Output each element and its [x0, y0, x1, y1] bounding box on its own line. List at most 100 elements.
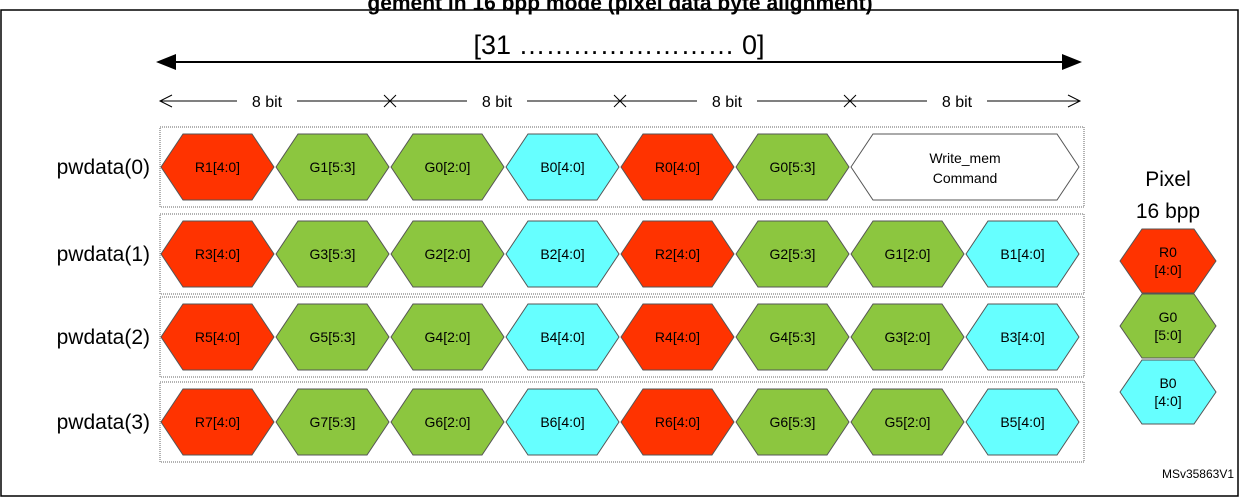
row-frame	[159, 126, 1085, 208]
bit-ruler-divider	[613, 94, 627, 108]
pixel-field-hexagon	[735, 388, 850, 456]
pixel-field-hexagon	[505, 220, 620, 288]
row-label: pwdata(0)	[57, 156, 150, 179]
pixel-field-label: B3[4:0]	[1000, 329, 1044, 345]
bit-ruler-divider	[383, 94, 397, 108]
bit-label-bg	[467, 89, 527, 113]
pixel-field-label: G4[5:3]	[770, 329, 816, 345]
pixel-field-label: G5[2:0]	[885, 414, 931, 430]
pixel-field-label: R1[4:0]	[195, 159, 240, 175]
pixel-field-label: G2[5:3]	[770, 246, 816, 262]
pixel-field-hexagon	[965, 388, 1080, 456]
pixel-field-hexagon	[620, 133, 735, 201]
pixel-field-hexagon	[390, 220, 505, 288]
pixel-legend: Pixel 16 bpp R0 [4:0] G0 [5:0] B0 [4:0]	[1119, 168, 1217, 425]
pixel-field-hexagon	[735, 303, 850, 371]
legend-hexagon-label: [4:0]	[1154, 393, 1181, 409]
row-frame	[159, 213, 1085, 295]
pixel-field-label: R7[4:0]	[195, 414, 240, 430]
pixel-field-label: R2[4:0]	[655, 246, 700, 262]
register-row: pwdata(0) R1[4:0] G1[5:3] G0[2:0] B0[4:0] R0[…	[57, 126, 1085, 208]
legend-hexagon-label: B0	[1159, 375, 1176, 391]
pixel-field-label: G0[2:0]	[425, 159, 471, 175]
figure-border	[0, 9, 1239, 497]
pixel-field-hexagon	[505, 133, 620, 201]
pixel-field-hexagon	[275, 303, 390, 371]
pixel-field-label: G6[5:3]	[770, 414, 816, 430]
pixel-field-hexagon	[275, 133, 390, 201]
legend-hexagon	[1119, 359, 1217, 425]
pixel-field-hexagon	[620, 303, 735, 371]
legend-hexagon	[1119, 293, 1217, 359]
pixel-field-label: R6[4:0]	[655, 414, 700, 430]
pixel-field-hexagon	[505, 388, 620, 456]
row-label: pwdata(1)	[57, 243, 150, 266]
pixel-field-label: G5[5:3]	[310, 329, 356, 345]
legend-title-bpp: 16 bpp	[1136, 200, 1200, 223]
pixel-field-label: R0[4:0]	[655, 159, 700, 175]
pixel-field-label: G0[5:3]	[770, 159, 816, 175]
pixel-field-label: B5[4:0]	[1000, 414, 1044, 430]
bit-label-bg	[237, 89, 297, 113]
pixel-field-hexagon	[160, 133, 275, 201]
legend-title-pixel: Pixel	[1145, 168, 1191, 191]
pixel-field-label: B1[4:0]	[1000, 246, 1044, 262]
legend-hexagon-label: R0	[1159, 244, 1177, 260]
pixel-field-label: G3[2:0]	[885, 329, 931, 345]
row-frame	[159, 381, 1085, 463]
pixel-field-hexagon	[620, 220, 735, 288]
pixel-field-hexagon	[850, 220, 965, 288]
bit-label: 8 bit	[482, 94, 513, 111]
register-row: pwdata(3) R7[4:0] G7[5:3] G6[2:0] B6[4:0] R6[…	[57, 381, 1085, 463]
pixel-field-label: G7[5:3]	[310, 414, 356, 430]
register-row: pwdata(2) R5[4:0] G5[5:3] G4[2:0] B4[4:0] R4[…	[57, 296, 1085, 378]
legend-hexagon	[1119, 228, 1217, 294]
pixel-field-label: G1[5:3]	[310, 159, 356, 175]
pixel-field-hexagon	[160, 388, 275, 456]
range-label-bg	[444, 28, 794, 60]
row-label: pwdata(2)	[57, 326, 150, 349]
bit-ruler: 8 bit 8 bit 8 bit 8 bit	[158, 89, 1082, 113]
pixel-field-label: Write_mem	[929, 150, 1000, 166]
pixel-field-hexagon	[850, 388, 965, 456]
bit-ruler-right-head	[1067, 94, 1082, 108]
bit-label: 8 bit	[712, 94, 743, 111]
pixel-field-label: G3[5:3]	[310, 246, 356, 262]
bit-label-bg	[927, 89, 987, 113]
legend-hexagon-label: G0	[1159, 309, 1178, 325]
legend-hexagon-label: [4:0]	[1154, 262, 1181, 278]
pixel-field-hexagon	[735, 133, 850, 201]
pixel-field-hexagon	[850, 133, 1080, 201]
pixel-field-hexagon	[390, 388, 505, 456]
figure-reference: MSv35863V1	[1162, 467, 1234, 481]
row-label: pwdata(3)	[57, 411, 150, 434]
pixel-field-label: B2[4:0]	[540, 246, 584, 262]
pixel-field-hexagon	[275, 388, 390, 456]
pixel-field-label: B4[4:0]	[540, 329, 584, 345]
pixel-field-hexagon	[160, 303, 275, 371]
pixel-field-hexagon	[505, 303, 620, 371]
bit-label: 8 bit	[252, 94, 283, 111]
pixel-field-label: B6[4:0]	[540, 414, 584, 430]
bit-ruler-left-head	[158, 94, 173, 108]
register-row: pwdata(1) R3[4:0] G3[5:3] G2[2:0] B2[4:0] R2[…	[57, 213, 1085, 295]
figure-title: gement in 16 bpp mode (pixel data byte a…	[367, 0, 872, 15]
row-frame	[159, 296, 1085, 378]
pixel-field-hexagon	[275, 220, 390, 288]
pixel-field-hexagon	[850, 303, 965, 371]
pixel-field-hexagon	[735, 220, 850, 288]
pixel-field-label: G1[2:0]	[885, 246, 931, 262]
pixel-field-hexagon	[965, 303, 1080, 371]
pixel-field-hexagon	[390, 303, 505, 371]
pixel-field-label: G6[2:0]	[425, 414, 471, 430]
pixel-field-label: R3[4:0]	[195, 246, 240, 262]
pixel-field-label: G4[2:0]	[425, 329, 471, 345]
register-rows: pwdata(0) R1[4:0] G1[5:3] G0[2:0] B0[4:0] R0[…	[57, 126, 1085, 463]
pixel-field-hexagon	[390, 133, 505, 201]
pixel-field-label: Command	[933, 170, 998, 186]
pixel-field-label: R4[4:0]	[655, 329, 700, 345]
range-arrow	[156, 54, 1082, 70]
pixel-field-label: G2[2:0]	[425, 246, 471, 262]
range-label: [31 …………………… 0]	[473, 30, 764, 60]
